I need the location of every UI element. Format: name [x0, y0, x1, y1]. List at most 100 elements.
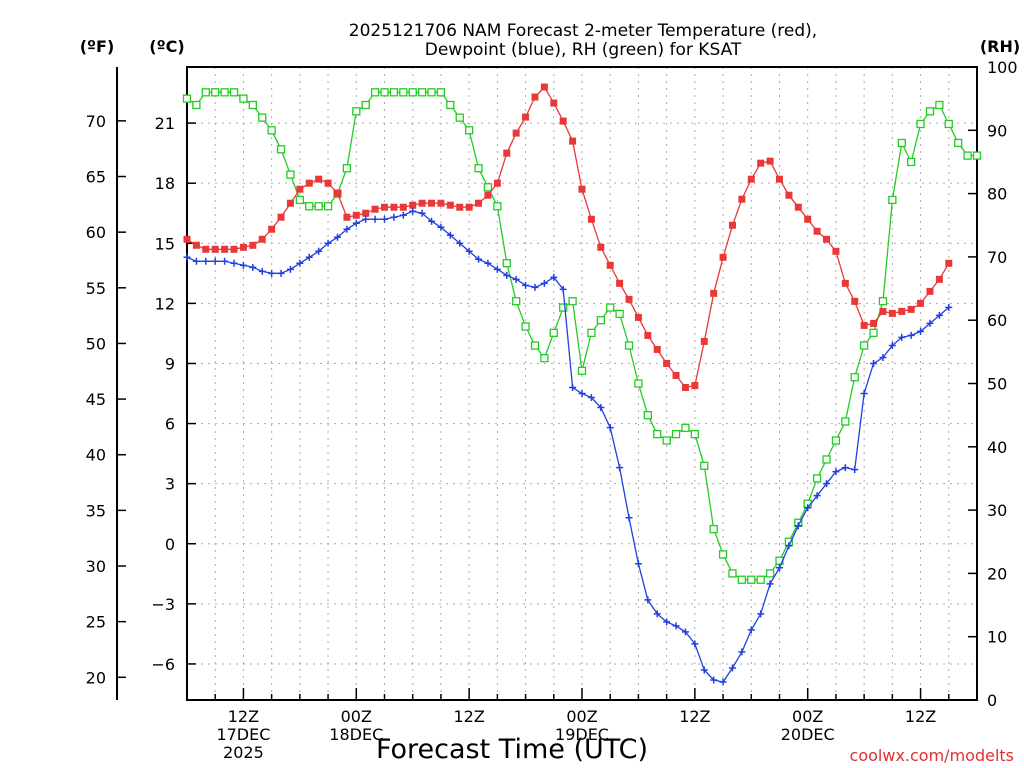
temperature-point [437, 199, 445, 207]
dewpoint-point [399, 211, 407, 219]
x-tick-label: 2025 [223, 743, 264, 762]
rh-tick-label: 50 [987, 375, 1007, 394]
temperature-point [202, 245, 210, 253]
temperature-point [653, 345, 661, 353]
dewpoint-point [832, 468, 840, 476]
dewpoint-point [926, 319, 934, 327]
rh-point [728, 569, 737, 578]
rh-tick-label: 100 [987, 58, 1018, 77]
temperature-point [926, 287, 934, 295]
x-tick-label: 00Z [792, 707, 823, 726]
x-tick-label: 00Z [566, 707, 597, 726]
rh-point [370, 88, 380, 97]
dewpoint-point [540, 279, 548, 287]
rh-point [417, 88, 427, 97]
temperature-point [211, 245, 219, 253]
dewpoint-point [616, 464, 624, 472]
temperature-point [663, 359, 671, 367]
dewpoint-point [315, 247, 323, 255]
temperature-point [813, 227, 821, 235]
dewpoint-point [757, 610, 765, 618]
dewpoint-point [766, 580, 774, 588]
dewpoint-point [672, 622, 680, 630]
dewpoint-point [390, 213, 398, 221]
rh-point [596, 316, 605, 325]
temperature-point [484, 191, 492, 199]
temperature-point [616, 279, 624, 287]
temperature-point [371, 205, 379, 213]
x-tick-label: 12Z [679, 707, 710, 726]
temperature-point [832, 247, 840, 255]
rh-point [295, 195, 305, 205]
dewpoint-point [484, 259, 492, 267]
dewpoint-point [324, 239, 332, 247]
rh-point [182, 94, 192, 103]
dewpoint-point [935, 311, 943, 319]
dewpoint-point [776, 564, 783, 572]
data-series [182, 83, 982, 686]
celsius-tick-label: 9 [165, 354, 175, 373]
temperature-point [785, 191, 793, 199]
rh-point [192, 100, 201, 110]
rh-point [568, 297, 577, 306]
grid-lines [187, 67, 977, 700]
temperature-point [333, 189, 341, 197]
rh-point [718, 550, 728, 559]
dewpoint-point [239, 261, 247, 269]
temperature-point [625, 295, 633, 303]
rh-point [521, 322, 530, 331]
rh-point [690, 429, 700, 439]
rh-point [935, 100, 944, 110]
temperature-point [578, 185, 586, 193]
temperature-point [917, 299, 925, 307]
dewpoint-point [268, 269, 276, 277]
rh-point [907, 157, 916, 167]
fahrenheit-tick-label: 70 [86, 112, 106, 131]
dewpoint-point [286, 265, 294, 273]
rh-point [559, 303, 568, 312]
temperature-point [898, 307, 906, 315]
temperature-point [493, 179, 501, 187]
dewpoint-point [747, 626, 755, 634]
dewpoint-point [333, 233, 341, 241]
temperature-point [559, 117, 567, 125]
rh-point [963, 151, 972, 160]
temperature-point [888, 309, 896, 317]
dewpoint-point [437, 223, 445, 231]
temperature-point [907, 305, 915, 313]
rh-point [831, 436, 841, 445]
x-tick-label: 17DEC [216, 725, 270, 744]
celsius-tick-label: −6 [151, 655, 175, 674]
credit-text: coolwx.com/modelts [850, 746, 1014, 765]
fahrenheit-tick-label: 55 [86, 279, 106, 298]
rh-point [455, 113, 464, 122]
x-tick-label: 12Z [905, 707, 936, 726]
dewpoint-point [503, 271, 511, 279]
dewpoint-point [418, 209, 426, 217]
rh-point [624, 341, 634, 350]
rh-point [352, 107, 361, 116]
x-tick-label: 12Z [453, 707, 484, 726]
rh-tick-label: 0 [987, 691, 997, 710]
temperature-point [522, 113, 530, 121]
rh-point [446, 100, 455, 110]
rh-tick-label: 20 [987, 564, 1007, 583]
dewpoint-point [823, 480, 831, 488]
dewpoint-point [352, 219, 360, 227]
dewpoint-point [202, 257, 210, 265]
celsius-tick-label: 0 [165, 535, 175, 554]
dewpoint-point [587, 394, 595, 402]
dewpoint-point [888, 341, 896, 349]
temperature-point [446, 201, 454, 209]
celsius-tick-label: 18 [155, 174, 175, 193]
rh-point [700, 461, 709, 470]
dewpoint-point [249, 263, 257, 271]
temperature-point [465, 203, 473, 211]
dewpoint-point [512, 275, 520, 283]
rh-point [314, 202, 323, 211]
dewpoint-point [456, 239, 464, 247]
temperature-point [343, 213, 351, 221]
temperature-point [239, 243, 247, 251]
dewpoint-point [550, 273, 558, 281]
dewpoint-point [578, 390, 586, 398]
